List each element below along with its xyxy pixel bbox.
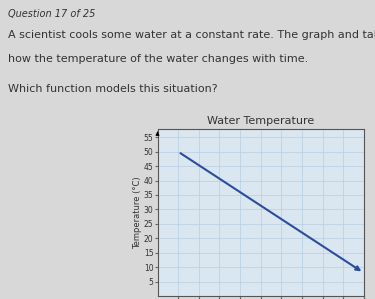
Text: how the temperature of the water changes with time.: how the temperature of the water changes… [8,54,308,64]
Text: Which function models this situation?: Which function models this situation? [8,84,217,94]
Text: A scientist cools some water at a constant rate. The graph and table show: A scientist cools some water at a consta… [8,30,375,40]
Text: Question 17 of 25: Question 17 of 25 [8,9,95,19]
Y-axis label: Temperature (°C): Temperature (°C) [133,176,142,248]
Title: Water Temperature: Water Temperature [207,116,314,126]
